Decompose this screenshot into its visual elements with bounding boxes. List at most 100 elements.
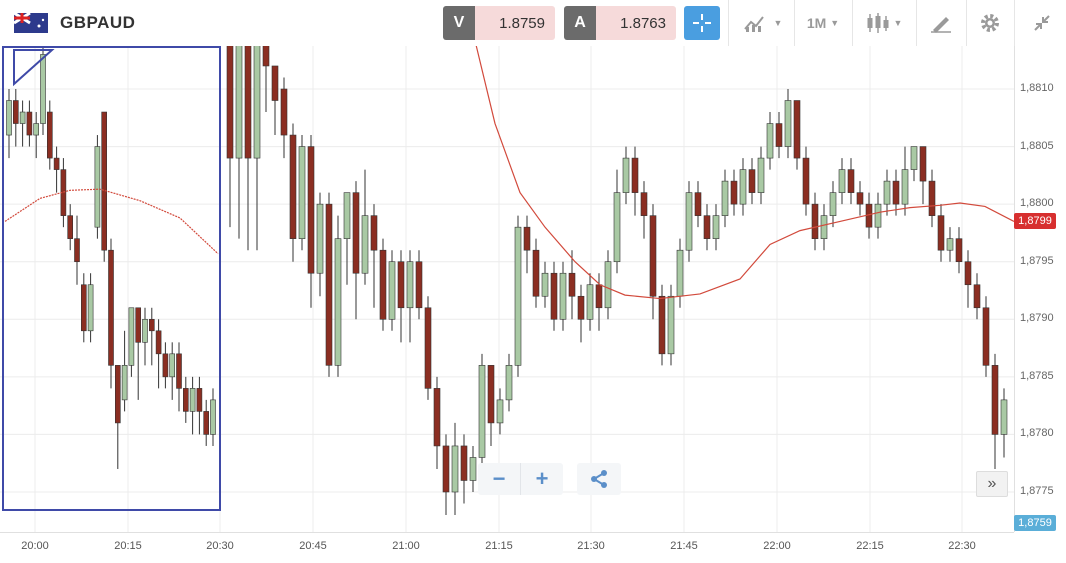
candle xyxy=(550,261,558,331)
candle xyxy=(775,112,783,159)
candle xyxy=(496,388,504,435)
candle xyxy=(559,261,567,331)
time-tick-label: 21:00 xyxy=(392,540,420,552)
moving-average-line xyxy=(4,188,219,255)
timeframe-button[interactable]: 1M ▼ xyxy=(800,6,846,40)
candle xyxy=(892,169,900,216)
time-tick-label: 20:15 xyxy=(114,540,142,552)
collapse-button[interactable] xyxy=(1024,6,1060,40)
candle xyxy=(820,204,828,251)
candle xyxy=(370,204,378,308)
candle xyxy=(176,342,182,412)
time-tick-label: 22:15 xyxy=(856,540,884,552)
candle xyxy=(991,353,999,469)
candle xyxy=(87,273,94,343)
candle xyxy=(874,192,882,239)
candle xyxy=(94,135,101,239)
share-button[interactable] xyxy=(577,463,621,495)
candle xyxy=(196,376,203,435)
plus-icon: + xyxy=(535,466,549,491)
candle xyxy=(973,273,981,320)
candle xyxy=(811,192,819,251)
candlestick-chart[interactable] xyxy=(0,0,1015,532)
candle xyxy=(271,65,279,136)
chart-type-button[interactable]: ▼ xyxy=(860,6,908,40)
zoom-in-button[interactable]: + xyxy=(520,463,563,495)
time-tick-label: 21:30 xyxy=(577,540,605,552)
ask-quote-button[interactable]: A 1.8763 xyxy=(564,6,676,40)
candle xyxy=(289,123,297,262)
candle xyxy=(838,158,846,205)
bid-label: V xyxy=(443,6,475,40)
time-tick-label: 22:30 xyxy=(948,540,976,552)
candle xyxy=(919,146,927,205)
candle xyxy=(1000,388,1008,458)
candle xyxy=(244,8,252,251)
indicators-icon xyxy=(743,16,764,32)
bid-value: 1.8759 xyxy=(475,6,555,40)
symbol-name: GBPAUD xyxy=(60,13,136,32)
candle xyxy=(658,284,666,366)
candle xyxy=(586,273,594,331)
price-chart[interactable] xyxy=(0,0,1015,532)
candle xyxy=(937,204,945,262)
ask-label: A xyxy=(564,6,596,40)
candle xyxy=(577,284,585,343)
candle xyxy=(135,307,141,400)
scroll-to-latest-button[interactable]: » xyxy=(976,471,1008,497)
price-tick-label: 1,8800 xyxy=(1020,197,1054,210)
candle xyxy=(101,111,107,262)
share-icon xyxy=(591,470,607,488)
gear-icon xyxy=(981,14,999,32)
candle xyxy=(26,100,33,147)
candle xyxy=(910,146,918,182)
candle xyxy=(505,353,513,412)
candle xyxy=(46,100,53,170)
candle xyxy=(33,112,40,159)
candle xyxy=(442,434,450,516)
chevron-down-icon: ▼ xyxy=(773,18,783,28)
candle xyxy=(361,169,369,285)
candle xyxy=(595,273,603,331)
minus-icon: − xyxy=(492,466,506,491)
symbol-selector[interactable]: GBPAUD xyxy=(14,6,135,40)
candle xyxy=(325,192,333,377)
candle xyxy=(532,238,540,308)
candle xyxy=(901,146,909,216)
crosshair-button[interactable] xyxy=(684,6,720,40)
indicators-button[interactable]: ▼ xyxy=(738,6,788,40)
time-tick-label: 21:15 xyxy=(485,540,513,552)
timeframe-label: 1M xyxy=(806,15,827,31)
ask-value: 1.8763 xyxy=(596,6,676,40)
gbp-aud-flag-icon xyxy=(14,13,48,33)
candle xyxy=(149,307,155,366)
candle xyxy=(155,319,162,389)
time-tick-label: 20:00 xyxy=(21,540,49,552)
candle xyxy=(730,169,738,216)
candle xyxy=(766,112,774,170)
candle xyxy=(424,296,432,400)
price-tick-label: 1,8785 xyxy=(1020,369,1054,382)
candle xyxy=(676,238,684,308)
candle xyxy=(189,376,196,435)
double-chevron-right-icon: » xyxy=(987,475,997,492)
candle xyxy=(226,19,234,228)
candle xyxy=(757,146,765,205)
candle xyxy=(748,158,756,205)
candle xyxy=(856,181,864,216)
candle xyxy=(128,307,135,377)
candle xyxy=(352,181,360,320)
zoom-out-button[interactable]: − xyxy=(478,463,520,495)
bid-quote-button[interactable]: V 1.8759 xyxy=(443,6,555,40)
pencil-icon xyxy=(931,17,951,33)
chart-toolbar: GBPAUD V 1.8759 A 1.8763 ▼ 1M ▼ xyxy=(0,0,1066,46)
candle xyxy=(397,250,405,343)
chevron-down-icon: ▼ xyxy=(893,18,903,28)
candle xyxy=(13,89,19,147)
crosshair-icon xyxy=(693,14,711,32)
drawing-tools-button[interactable] xyxy=(924,6,958,40)
candle xyxy=(523,215,531,274)
candle xyxy=(108,238,114,389)
candle xyxy=(235,8,243,239)
settings-button[interactable] xyxy=(972,6,1008,40)
